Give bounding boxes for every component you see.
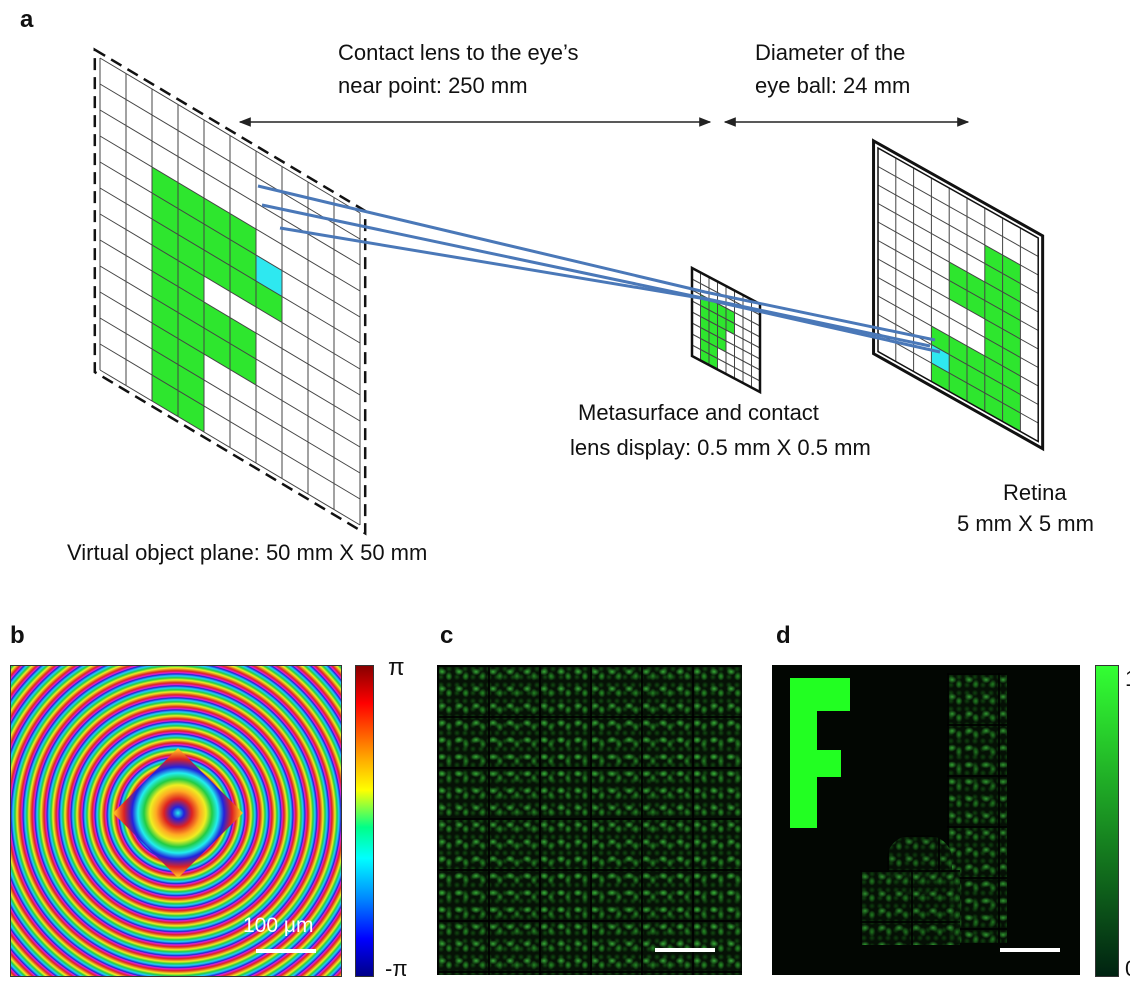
inset-letter [790,678,850,828]
grid-plane [874,141,1043,449]
panel-label: b [10,622,25,650]
scale-bar [1000,948,1060,952]
annotation: eye ball: 24 mm [755,75,910,97]
colorbar-label: -π [385,958,408,980]
retina-image [772,665,1080,975]
annotation: lens display: 0.5 mm X 0.5 mm [570,437,871,459]
phase-map: 100 μm [10,665,342,977]
annotation: near point: 250 mm [338,75,528,97]
schematic [0,0,1130,580]
colorbar-label: 0 [1125,958,1130,980]
colorbar-label: 1 [1125,668,1130,690]
annotation: Virtual object plane: 50 mm X 50 mm [67,542,427,564]
annotation: Contact lens to the eye’s [338,42,579,64]
annotation: Retina [1003,482,1067,504]
figure: a b c d Contact lens to the eye’s near p… [0,0,1130,982]
panel-label: d [776,622,791,650]
annotation: Diameter of the [755,42,905,64]
annotation: 5 mm X 5 mm [957,513,1094,535]
hologram-image [437,665,742,975]
phase-center [113,748,243,878]
annotation: Metasurface and contact [578,402,819,424]
image-region [860,870,960,945]
grid-plane [692,268,760,392]
scale-bar [256,949,316,953]
colorbar [355,665,374,977]
colorbar [1095,665,1119,977]
colorbar-label: π [388,656,405,680]
scale-bar-label: 100 μm [243,914,313,938]
scale-bar [655,948,715,952]
panel-label: c [440,622,453,650]
